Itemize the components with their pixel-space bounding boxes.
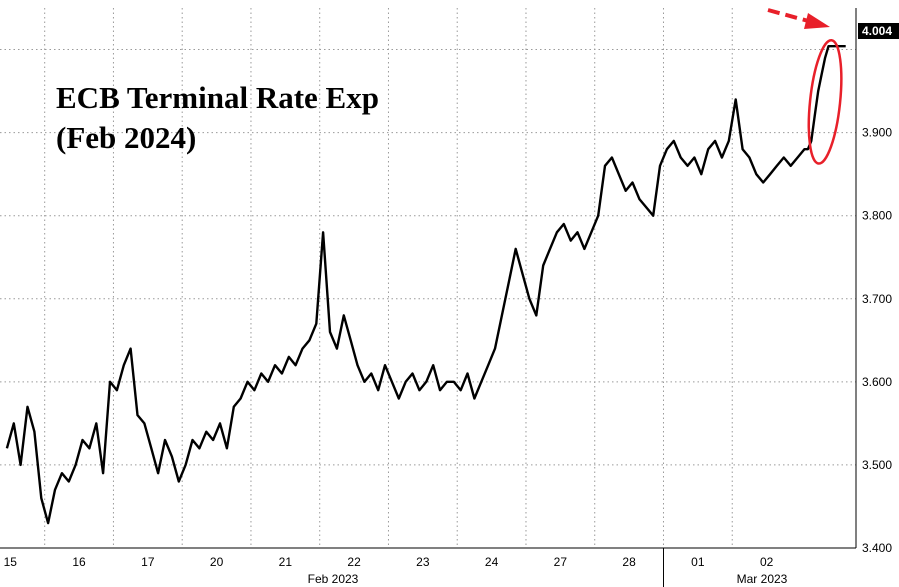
x-group-label: Feb 2023 bbox=[308, 572, 359, 586]
x-tick-label: 27 bbox=[554, 555, 568, 569]
x-tick-label: 24 bbox=[485, 555, 499, 569]
highlight-ellipse bbox=[807, 38, 843, 165]
y-tick-label: 3.900 bbox=[862, 126, 892, 140]
y-tick-label: 3.400 bbox=[862, 541, 892, 555]
highlight-arrow-shaft bbox=[767, 8, 813, 24]
series-layer bbox=[5, 45, 846, 525]
last-value-badge: 4.004 bbox=[858, 23, 899, 39]
x-tick-labels: 15 16 17 20 21 22 23 24 27 28 01 02 Feb 2023 Mar 2023 bbox=[4, 548, 788, 587]
x-tick-label: 28 bbox=[622, 555, 636, 569]
annotation-layer bbox=[767, 8, 843, 165]
series-line bbox=[5, 45, 846, 525]
y-tick-label: 3.700 bbox=[862, 292, 892, 306]
chart-title: ECB Terminal Rate Exp bbox=[56, 80, 379, 115]
y-tick-label: 3.800 bbox=[862, 209, 892, 223]
x-tick-label: 02 bbox=[760, 555, 774, 569]
y-tick-label: 3.600 bbox=[862, 375, 892, 389]
x-tick-label: 21 bbox=[279, 555, 293, 569]
axes bbox=[0, 8, 857, 549]
x-tick-label: 22 bbox=[347, 555, 361, 569]
chart-subtitle: (Feb 2024) bbox=[56, 120, 196, 155]
x-tick-label: 01 bbox=[691, 555, 705, 569]
x-tick-label: 15 bbox=[4, 555, 18, 569]
highlight-arrow-head bbox=[804, 13, 830, 29]
y-tick-label: 3.500 bbox=[862, 458, 892, 472]
x-tick-label: 16 bbox=[72, 555, 86, 569]
last-value-label: 4.004 bbox=[862, 24, 892, 38]
last-value-badge-bg bbox=[858, 23, 899, 39]
y-tick-labels: 3.400 3.500 3.600 3.700 3.800 3.900 bbox=[862, 126, 892, 555]
grid-lines bbox=[0, 8, 856, 548]
x-group-label: Mar 2023 bbox=[737, 572, 788, 586]
x-tick-label: 23 bbox=[416, 555, 430, 569]
x-tick-label: 20 bbox=[210, 555, 224, 569]
x-tick-label: 17 bbox=[141, 555, 155, 569]
